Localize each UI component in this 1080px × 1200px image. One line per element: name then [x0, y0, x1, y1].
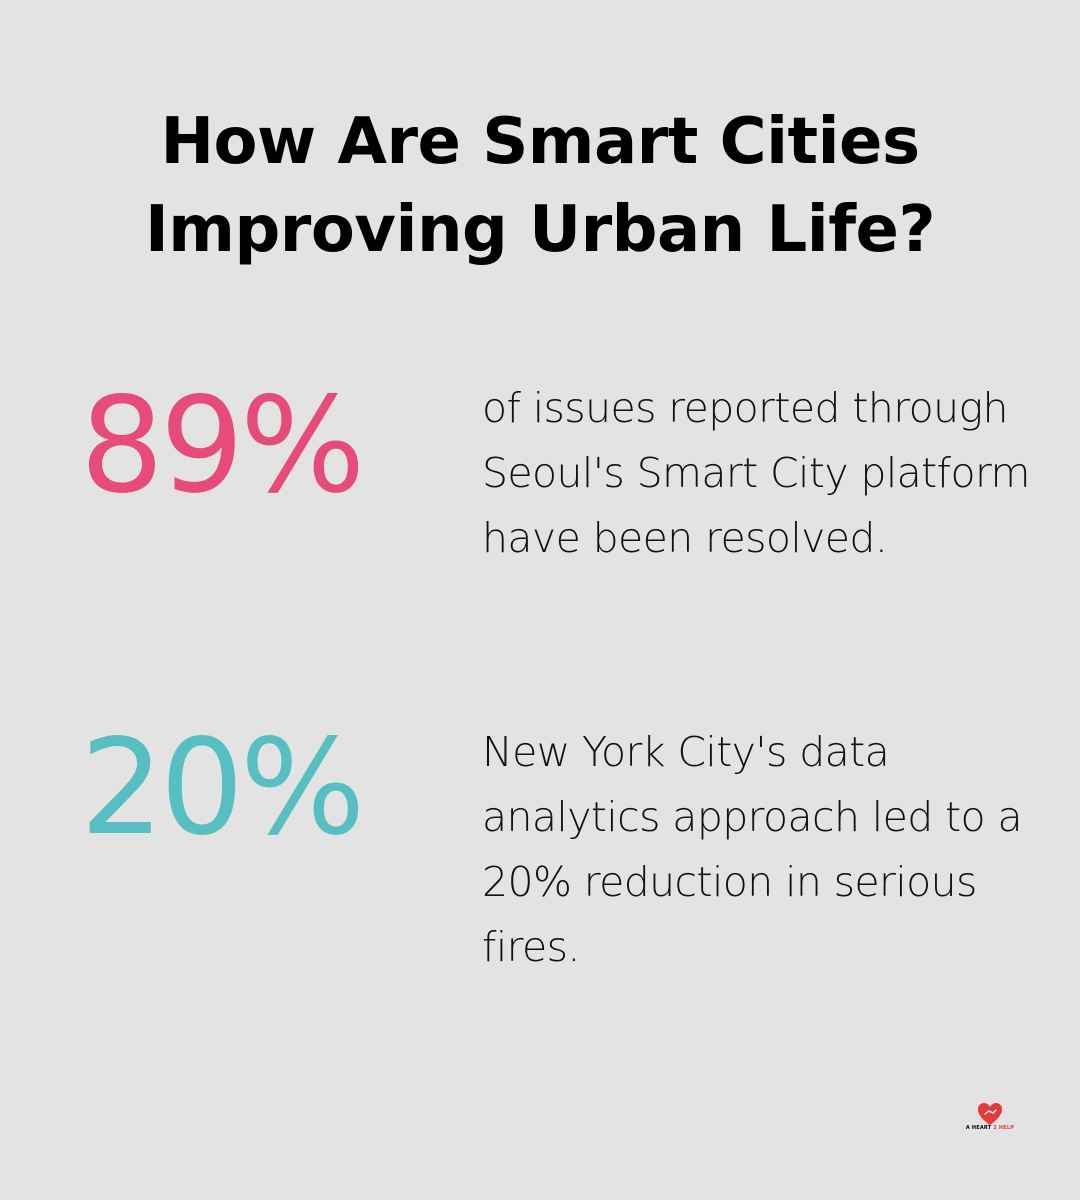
- brand-logo: A HEART 2 HELP: [960, 1101, 1020, 1141]
- stat-value-seoul: 89%: [80, 369, 365, 523]
- page-title: How Are Smart Cities Improving Urban Lif…: [0, 98, 1080, 274]
- stat-description-nyc: New York City's data analytics approach …: [482, 728, 1023, 971]
- brand-logo-text: A HEART 2 HELP: [965, 1125, 1015, 1131]
- title-line-1: How Are Smart Cities: [160, 105, 920, 179]
- title-line-2: Improving Urban Life?: [144, 193, 936, 267]
- stat-value-nyc: 20%: [80, 711, 365, 865]
- heart-icon: [978, 1103, 1002, 1125]
- stat-description-seoul: of issues reported through Seoul's Smart…: [482, 384, 1030, 562]
